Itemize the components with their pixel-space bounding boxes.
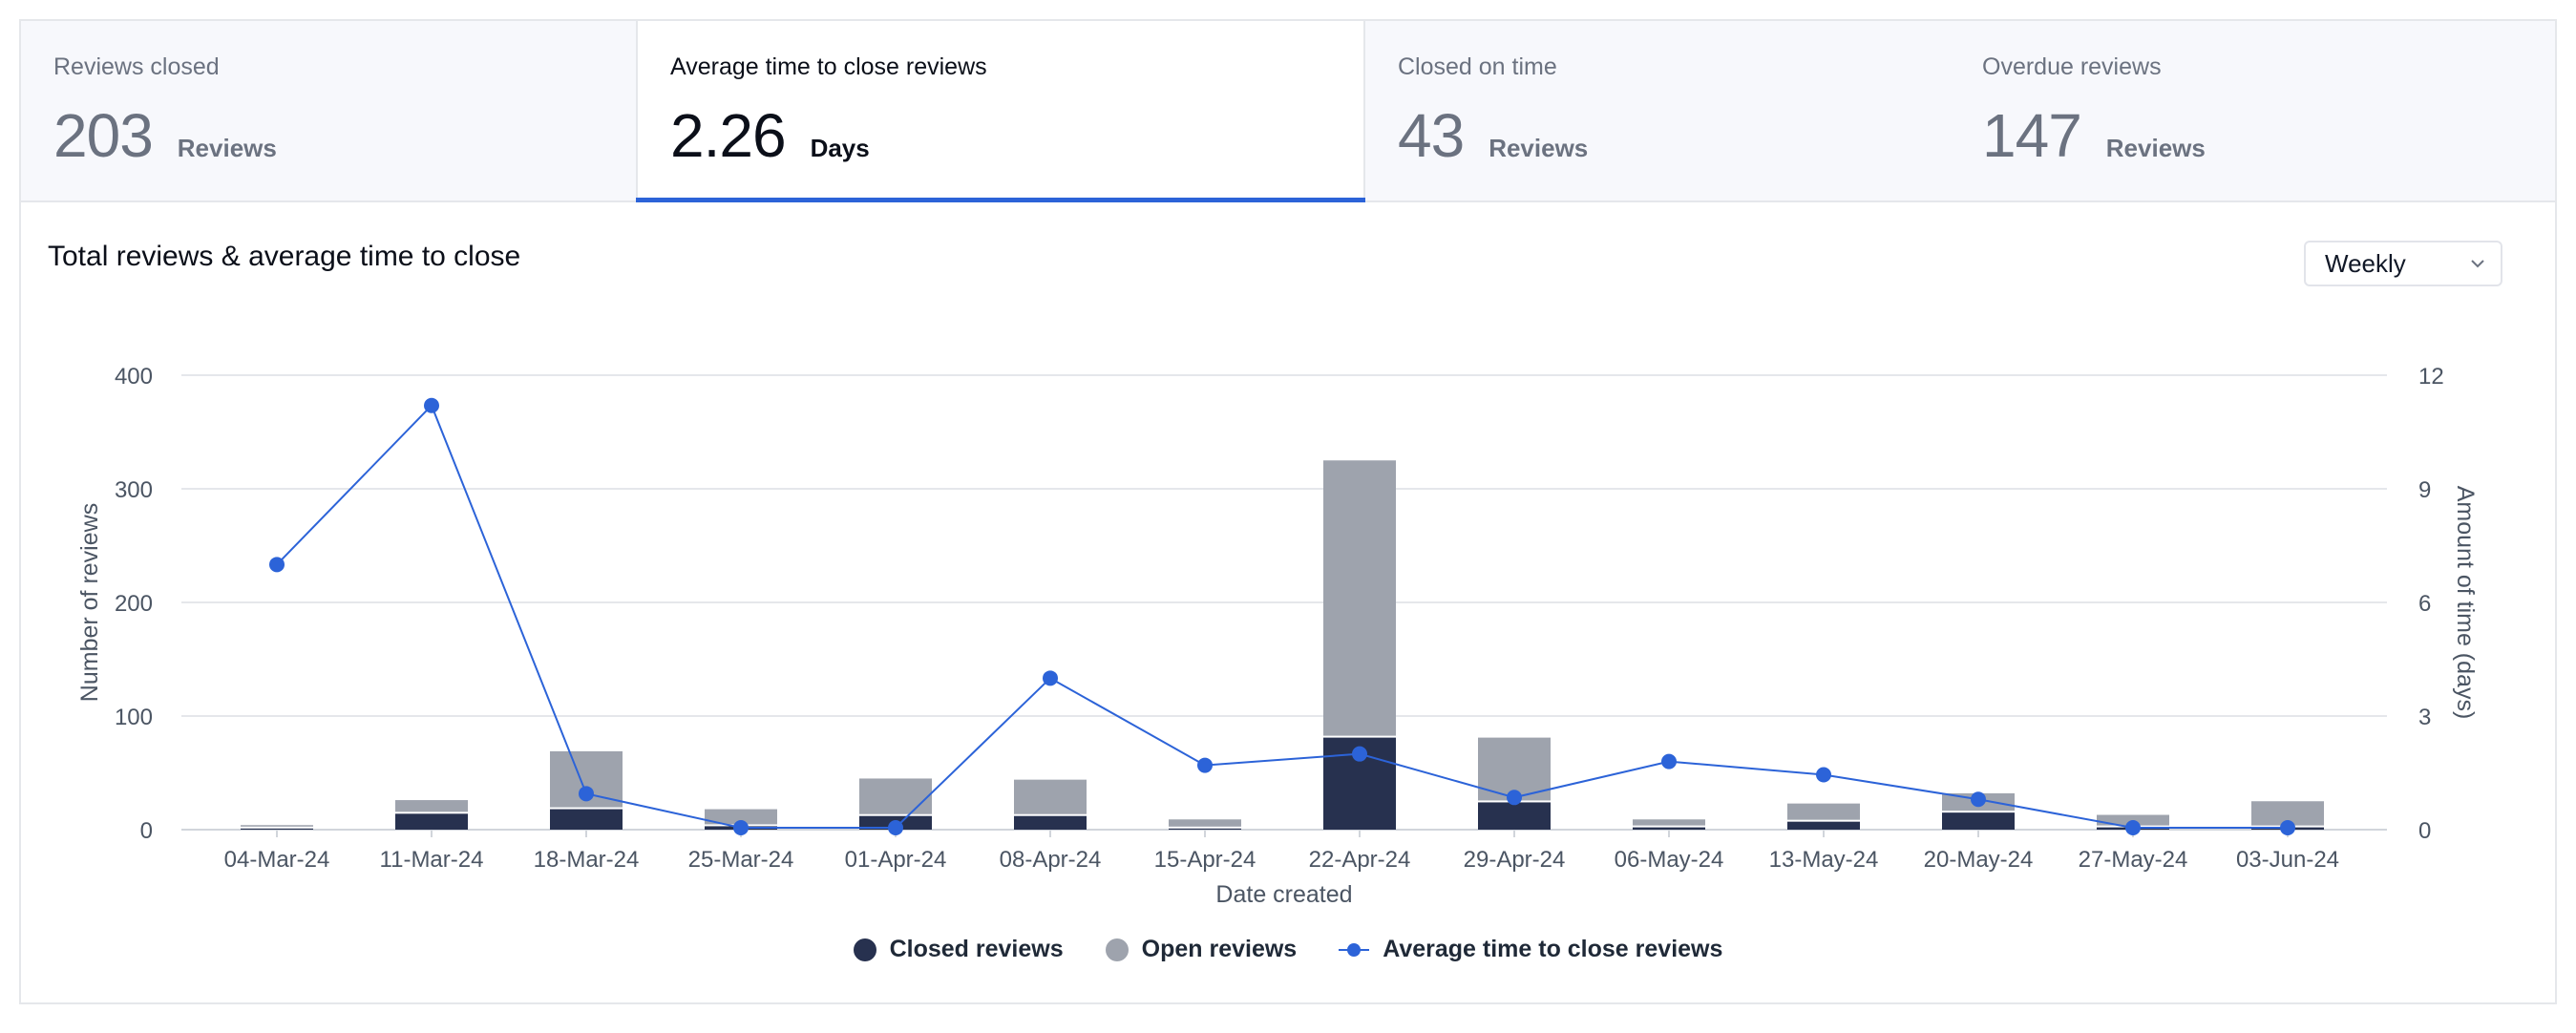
tab-unit: Reviews — [1489, 134, 1589, 162]
avg-time-point — [733, 820, 749, 836]
avg-time-point — [1971, 791, 1986, 808]
bar-open — [1787, 803, 1860, 820]
y-tick-label: 0 — [140, 818, 153, 844]
bar-closed — [395, 813, 468, 830]
bar-open — [705, 809, 777, 825]
y2-axis-title: Amount of time (days) — [2452, 486, 2479, 720]
x-tick-label: 27-May-24 — [2079, 847, 2188, 873]
x-tick-label: 22-Apr-24 — [1309, 847, 1411, 873]
x-tick-label: 06-May-24 — [1615, 847, 1724, 873]
y-tick-label: 200 — [115, 591, 153, 617]
tab-value: 2.26 — [670, 101, 787, 170]
y2-tick-label: 6 — [2418, 591, 2431, 617]
bar-open — [395, 800, 468, 812]
legend-open-swatch — [1105, 938, 1129, 961]
y2-tick-label: 9 — [2418, 477, 2431, 503]
avg-time-line — [276, 403, 2288, 830]
x-tick-label: 11-Mar-24 — [380, 847, 484, 873]
legend-item-open[interactable]: Open reviews — [1105, 936, 1298, 963]
x-tick-label: 18-Mar-24 — [534, 847, 640, 873]
chart-legend: Closed reviews Open reviews Average time… — [0, 936, 2576, 963]
tab-closed-on-time[interactable]: Closed on time 43 Reviews — [1365, 21, 1950, 200]
x-tick-label: 04-Mar-24 — [224, 847, 330, 873]
bar-closed — [550, 809, 623, 830]
bar-open — [1014, 779, 1087, 814]
legend-closed-label: Closed reviews — [889, 936, 1064, 962]
legend-open-label: Open reviews — [1141, 936, 1298, 962]
x-tick-label: 20-May-24 — [1924, 847, 2034, 873]
tab-unit: Days — [810, 134, 870, 162]
chart-title: Total reviews & average time to close — [48, 241, 521, 272]
avg-time-point — [1043, 670, 1058, 686]
x-tick-label: 13-May-24 — [1769, 847, 1879, 873]
bar-closed — [1787, 821, 1860, 830]
bar-open — [241, 825, 313, 827]
tab-value: 147 — [1982, 101, 2082, 170]
tab-value: 203 — [53, 101, 154, 170]
y2-tick-label: 0 — [2418, 818, 2431, 844]
x-axis-title: Date created — [1215, 881, 1352, 908]
avg-time-point — [269, 557, 285, 573]
avg-time-point — [579, 786, 594, 802]
tab-label: Closed on time — [1398, 53, 1557, 80]
legend-avg-label: Average time to close reviews — [1383, 936, 1723, 962]
period-select-value: Weekly — [2325, 248, 2406, 278]
chevron-down-icon — [2471, 260, 2484, 268]
legend-item-avg[interactable]: Average time to close reviews — [1339, 936, 1722, 963]
x-tick-label: 15-Apr-24 — [1154, 847, 1256, 873]
x-tick-label: 25-Mar-24 — [688, 847, 794, 873]
avg-time-point — [424, 397, 439, 413]
avg-time-point — [2125, 820, 2141, 836]
bar-open — [1169, 819, 1241, 827]
tab-overdue-reviews[interactable]: Overdue reviews 147 Reviews — [1950, 21, 2551, 200]
x-tick-label: 03-Jun-24 — [2236, 847, 2339, 873]
avg-time-point — [1352, 746, 1367, 762]
avg-time-point — [1816, 767, 1831, 783]
y-tick-label: 300 — [115, 477, 153, 503]
tab-label: Overdue reviews — [1982, 53, 2162, 80]
tab-unit: Reviews — [177, 134, 277, 162]
avg-time-point — [1661, 753, 1677, 769]
bar-closed — [1633, 827, 1705, 830]
bar-open — [1633, 819, 1705, 826]
legend-item-closed[interactable]: Closed reviews — [853, 936, 1064, 963]
y2-tick-label: 12 — [2418, 364, 2444, 390]
tab-label: Reviews closed — [53, 53, 220, 80]
x-tick-label: 29-Apr-24 — [1464, 847, 1566, 873]
reviews-card: Reviews closed 203 Reviews Average time … — [19, 19, 2557, 1004]
y2-tick-label: 3 — [2418, 705, 2431, 730]
legend-avg-swatch — [1339, 938, 1370, 961]
bar-closed — [1014, 815, 1087, 830]
avg-time-point — [888, 820, 903, 836]
x-tick-label: 08-Apr-24 — [1000, 847, 1102, 873]
bar-open — [859, 778, 932, 814]
x-tick-label: 01-Apr-24 — [845, 847, 947, 873]
bar-closed — [1478, 802, 1551, 830]
avg-time-point — [2280, 820, 2295, 836]
avg-time-point — [1197, 757, 1213, 773]
metric-tabs: Reviews closed 203 Reviews Average time … — [21, 21, 2555, 202]
period-select[interactable]: Weekly — [2304, 241, 2502, 286]
bar-closed — [241, 828, 313, 830]
bar-closed — [1169, 828, 1241, 830]
tab-label: Average time to close reviews — [670, 53, 987, 80]
bar-closed — [1942, 812, 2015, 830]
y-axis-title: Number of reviews — [76, 503, 103, 702]
y-tick-label: 400 — [115, 364, 153, 390]
avg-time-point — [1507, 790, 1522, 806]
bar-open — [1323, 460, 1396, 736]
tab-average-time-to-close[interactable]: Average time to close reviews 2.26 Days — [636, 21, 1365, 202]
tab-value: 43 — [1398, 101, 1465, 170]
legend-closed-swatch — [853, 938, 876, 961]
y-tick-label: 100 — [115, 705, 153, 730]
tab-unit: Reviews — [2105, 134, 2206, 162]
tab-reviews-closed[interactable]: Reviews closed 203 Reviews — [21, 21, 636, 200]
